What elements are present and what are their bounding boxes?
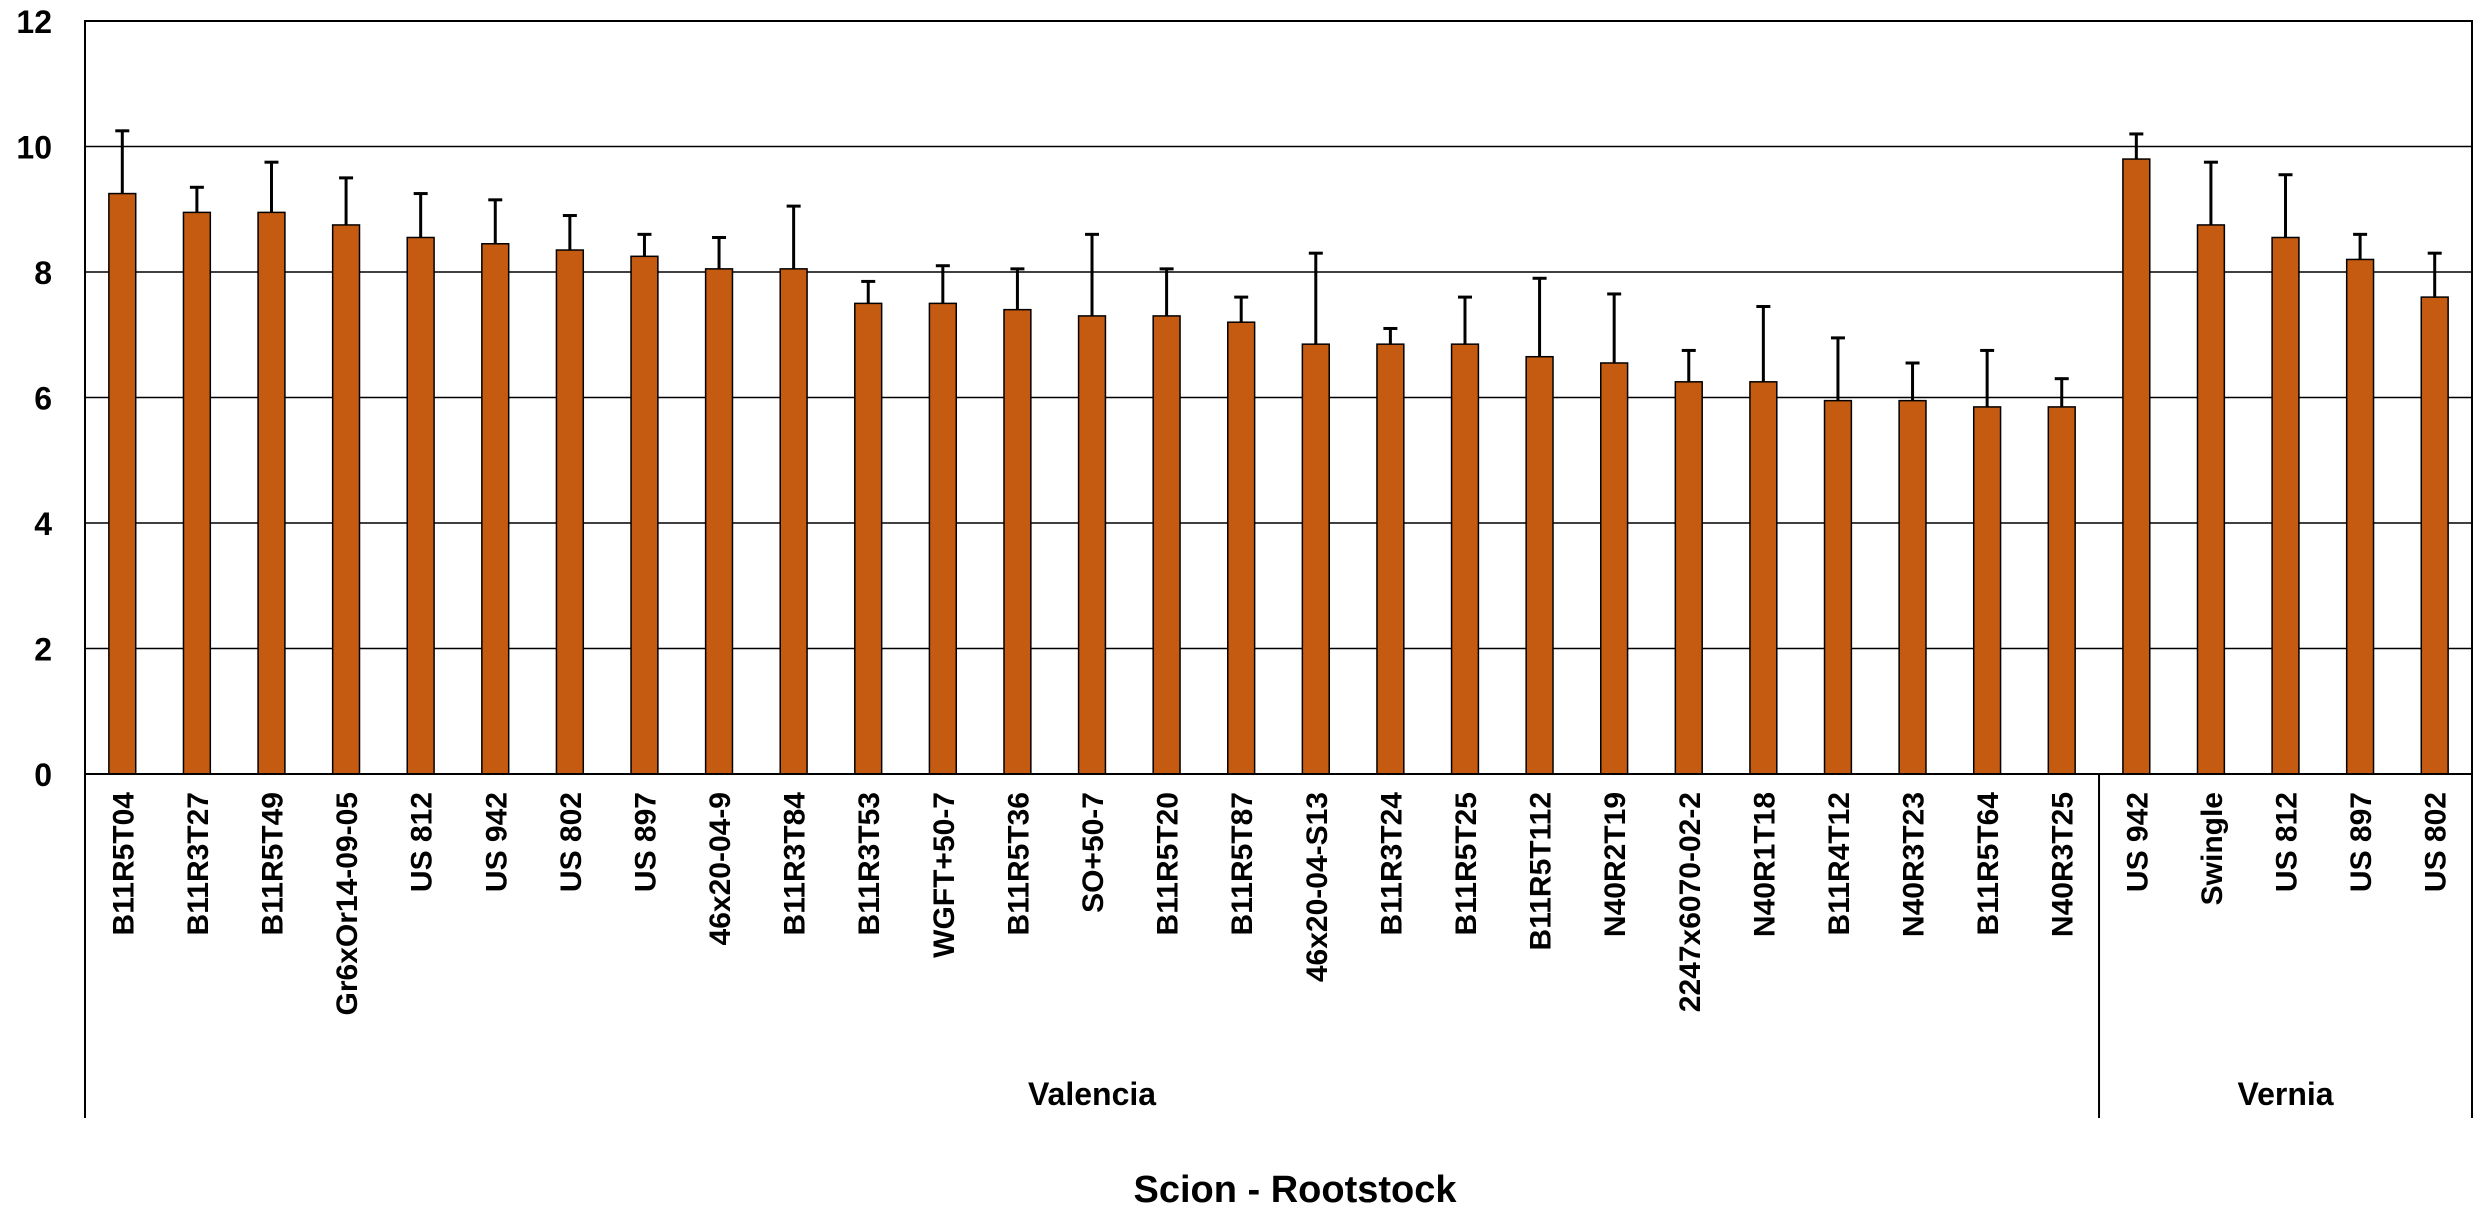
y-tick-label: 6 bbox=[34, 381, 52, 417]
x-tick-label: B11R5T04 bbox=[107, 792, 140, 936]
bar bbox=[182, 211, 212, 775]
y-tick-label: 0 bbox=[34, 757, 52, 793]
x-tick-label: Gr6xOr14-09-05 bbox=[331, 792, 364, 1015]
x-tick-label: US 812 bbox=[2271, 792, 2304, 892]
bar bbox=[1376, 343, 1405, 775]
bar bbox=[1301, 343, 1330, 775]
x-tick-label: WGFT+50-7 bbox=[928, 792, 961, 958]
bar bbox=[1152, 315, 1181, 775]
bar bbox=[2047, 406, 2076, 775]
bar bbox=[331, 224, 361, 775]
bar bbox=[1003, 308, 1032, 775]
x-tick-label: B11R5T87 bbox=[1226, 792, 1259, 935]
bar bbox=[2122, 158, 2151, 775]
group-label: Vernia bbox=[2237, 1076, 2333, 1112]
bar bbox=[1450, 343, 1480, 775]
bar bbox=[779, 268, 808, 775]
bar bbox=[1674, 381, 1703, 775]
bar bbox=[928, 302, 958, 775]
x-axis-title: Scion - Rootstock bbox=[1133, 1169, 1457, 1211]
y-tick-label: 10 bbox=[16, 130, 52, 166]
x-tick-label: B11R3T27 bbox=[182, 792, 215, 935]
x-tick-label: US 897 bbox=[2345, 792, 2378, 892]
y-tick-label: 12 bbox=[16, 4, 52, 40]
bar bbox=[555, 249, 585, 775]
x-tick-label: SO+50-7 bbox=[1077, 792, 1110, 913]
x-tick-label: B11R3T84 bbox=[779, 792, 812, 936]
x-tick-label: B11R5T20 bbox=[1152, 792, 1185, 935]
x-tick-label: US 802 bbox=[555, 792, 588, 892]
x-tick-label: US 897 bbox=[629, 792, 662, 892]
bar bbox=[630, 255, 659, 775]
bar bbox=[1599, 362, 1629, 775]
x-tick-label: B11R4T12 bbox=[1823, 792, 1856, 935]
x-tick-label: B11R3T24 bbox=[1375, 792, 1408, 936]
x-tick-label: B11R5T112 bbox=[1525, 792, 1558, 950]
y-tick-label: 2 bbox=[34, 632, 52, 668]
bar bbox=[108, 192, 137, 775]
x-tick-label: B11R5T25 bbox=[1450, 792, 1483, 935]
x-tick-label: 46x20-04-9 bbox=[704, 792, 737, 945]
axes bbox=[84, 20, 2473, 775]
bar bbox=[1898, 399, 1927, 775]
x-tick-label: N40R3T23 bbox=[1898, 792, 1931, 937]
x-tick-labels: B11R5T04 B11R3T27 B11R5T49 Gr6xOr14-09-05 US… bbox=[107, 792, 2452, 1016]
bar bbox=[2420, 296, 2449, 775]
bar bbox=[1749, 381, 1778, 775]
bar bbox=[1823, 399, 1853, 775]
x-tick-label: US 942 bbox=[2121, 792, 2154, 892]
bar bbox=[854, 302, 883, 775]
x-tick-label: 46x20-04-S13 bbox=[1301, 792, 1334, 982]
x-tick-label: N40R1T18 bbox=[1748, 792, 1781, 937]
bar bbox=[2271, 236, 2300, 775]
bar bbox=[1972, 406, 2002, 775]
error-bars bbox=[115, 129, 2442, 407]
gridlines bbox=[85, 145, 2472, 650]
bar bbox=[1077, 315, 1107, 775]
bar bbox=[1227, 321, 1256, 775]
bar bbox=[257, 211, 286, 775]
x-tick-label: US 812 bbox=[406, 792, 439, 892]
x-tick-label: B11R5T36 bbox=[1002, 792, 1035, 935]
bar bbox=[2196, 224, 2226, 775]
y-tick-labels: 0 2 4 6 8 10 12 bbox=[16, 4, 52, 793]
x-tick-label: B11R5T64 bbox=[1972, 792, 2005, 936]
y-tick-label: 8 bbox=[34, 255, 52, 291]
x-tick-label: N40R3T25 bbox=[2047, 792, 2080, 937]
group-labels: Valencia Vernia bbox=[84, 774, 2473, 1118]
group-label: Valencia bbox=[1028, 1076, 1156, 1112]
bar bbox=[1525, 355, 1554, 775]
x-tick-label: B11R5T49 bbox=[256, 792, 289, 935]
bar bbox=[704, 268, 734, 775]
bars bbox=[108, 158, 2449, 775]
plot-area-frame bbox=[84, 20, 2473, 775]
x-tick-label: B11R3T53 bbox=[853, 792, 886, 935]
bar bbox=[406, 236, 435, 775]
x-tick-label: 2247x6070-02-2 bbox=[1674, 792, 1707, 1012]
x-tick-label: US 802 bbox=[2420, 792, 2453, 892]
x-tick-label: US 942 bbox=[480, 792, 513, 892]
x-tick-label: Swingle bbox=[2196, 792, 2229, 905]
bar bbox=[481, 243, 510, 775]
bar bbox=[2345, 258, 2375, 775]
y-tick-label: 4 bbox=[34, 506, 52, 542]
x-tick-label: N40R2T19 bbox=[1599, 792, 1632, 937]
